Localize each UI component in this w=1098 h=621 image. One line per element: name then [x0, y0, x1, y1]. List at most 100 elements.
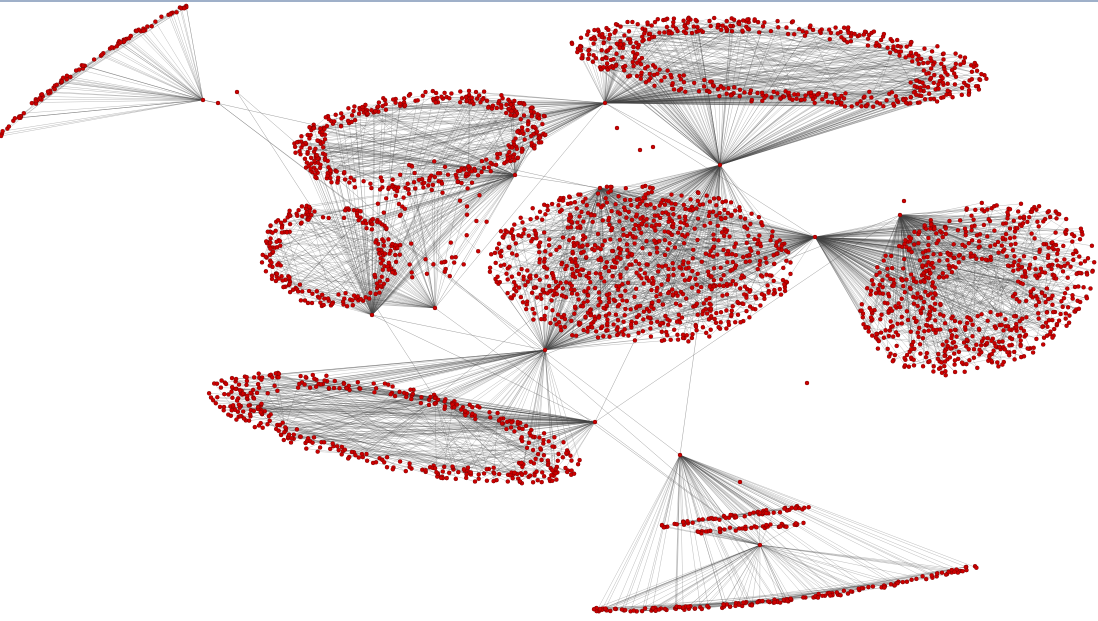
node: [701, 301, 706, 306]
node: [707, 18, 712, 24]
node: [29, 100, 35, 106]
edge: [544, 310, 747, 351]
node: [559, 328, 564, 333]
edge: [1032, 208, 1067, 231]
node: [393, 252, 398, 258]
edge: [236, 91, 436, 399]
edge: [719, 103, 894, 166]
node: [309, 212, 314, 218]
node: [513, 241, 518, 246]
node: [350, 298, 355, 303]
edge: [930, 264, 1027, 318]
node: [496, 241, 502, 246]
node: [351, 207, 357, 213]
node: [671, 87, 677, 92]
edge: [602, 544, 761, 609]
node: [859, 104, 864, 109]
edge: [642, 40, 894, 49]
node: [631, 226, 637, 232]
edge: [899, 214, 1050, 321]
edge: [743, 566, 966, 603]
edge: [679, 454, 767, 511]
edge: [655, 164, 721, 231]
node: [769, 234, 775, 239]
edge: [604, 102, 833, 104]
node: [611, 57, 616, 62]
edge: [375, 397, 436, 463]
node: [520, 128, 525, 134]
edge: [814, 236, 912, 345]
node: [652, 205, 657, 211]
node: [540, 121, 545, 127]
edge: [615, 24, 963, 89]
edge: [531, 292, 546, 351]
node: [505, 156, 510, 161]
edge: [814, 236, 937, 331]
node: [600, 242, 605, 248]
edge: [621, 454, 681, 610]
node: [647, 71, 652, 77]
edge: [284, 397, 436, 433]
node: [665, 68, 670, 73]
node: [740, 28, 745, 33]
edge: [202, 99, 816, 238]
node: [550, 308, 555, 313]
edge: [590, 315, 721, 323]
edge: [527, 187, 601, 271]
edge: [514, 421, 596, 432]
edge: [371, 174, 516, 316]
node: [145, 24, 150, 29]
edge: [604, 42, 848, 104]
edge: [532, 349, 546, 451]
edge: [814, 236, 1089, 259]
node: [666, 266, 671, 272]
node: [335, 180, 340, 185]
node: [356, 217, 361, 223]
node: [398, 101, 403, 106]
node: [572, 304, 578, 309]
node: [857, 33, 862, 38]
edge: [679, 454, 750, 515]
edge: [861, 214, 901, 311]
node: [585, 325, 591, 331]
edge: [422, 349, 546, 470]
edge: [677, 164, 721, 335]
edge: [544, 349, 553, 471]
edge: [519, 421, 596, 482]
edge: [1011, 273, 1082, 340]
edge: [386, 228, 436, 309]
node: [390, 177, 395, 182]
node: [737, 21, 742, 27]
edge: [661, 454, 681, 526]
edge: [609, 187, 651, 314]
node: [613, 22, 619, 27]
edge: [604, 79, 681, 104]
edge: [759, 544, 955, 572]
edge: [544, 339, 679, 351]
node: [667, 241, 672, 246]
node: [949, 67, 955, 73]
edge: [814, 236, 1020, 337]
edge: [663, 454, 681, 528]
node: [360, 104, 365, 110]
node: [874, 40, 879, 46]
node: [638, 61, 644, 67]
edge: [544, 335, 577, 351]
node: [462, 167, 467, 172]
node: [484, 157, 489, 162]
edge: [507, 236, 816, 269]
node: [380, 267, 385, 272]
edge: [751, 544, 761, 606]
edge: [285, 428, 438, 474]
node: [458, 89, 463, 94]
edge: [719, 164, 735, 247]
edge: [604, 53, 944, 104]
edge: [719, 98, 781, 166]
node: [336, 292, 341, 297]
edge: [327, 173, 373, 316]
node: [742, 284, 748, 289]
edge: [877, 267, 1015, 317]
node: [640, 329, 646, 334]
node: [509, 145, 515, 150]
node: [606, 299, 612, 305]
